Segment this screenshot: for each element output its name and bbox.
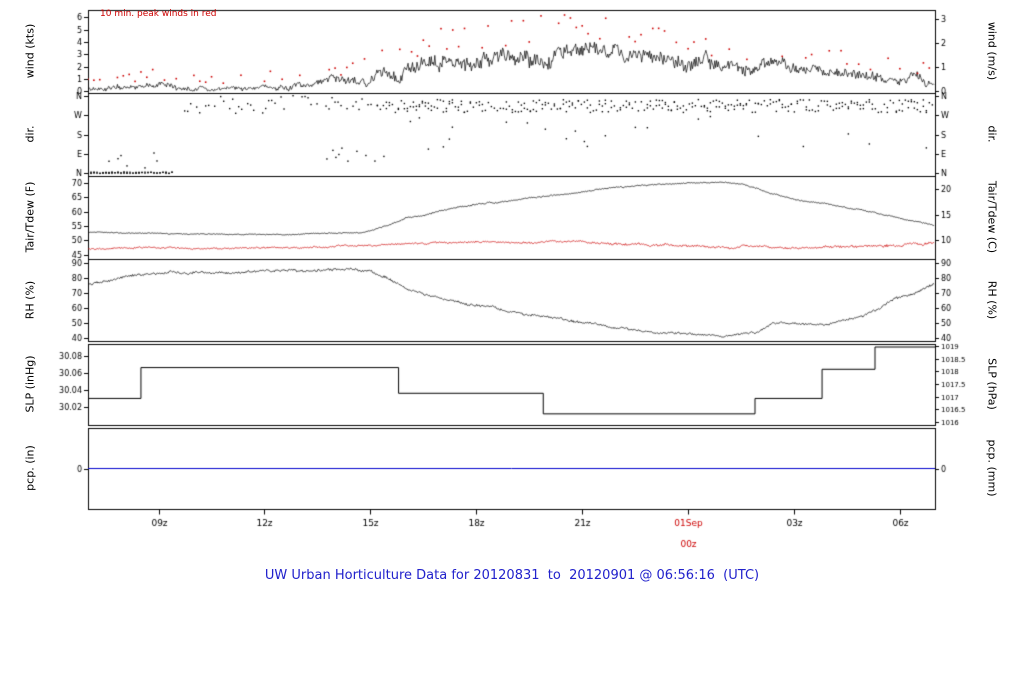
chart-title: UW Urban Horticulture Data for 20120831 … [264, 568, 760, 583]
temp-left-axis-title: Tair/Tdew (F) [23, 181, 37, 253]
peak-winds-note: 10 min. peak winds in red [100, 9, 217, 19]
wind-right-axis-title: wind (m/s) [985, 21, 999, 81]
rh-left-axis-title: RH (%) [23, 280, 37, 320]
slp-left-axis-title: SLP (inHg) [23, 355, 37, 413]
slp-right-axis-title: SLP (hPa) [985, 358, 999, 410]
pcp-left-axis-title: pcp. (in) [23, 445, 37, 491]
rh-right-axis-title: RH (%) [985, 280, 999, 320]
dir-left-axis-title: dir. [23, 125, 37, 143]
pcp-right-axis-title: pcp. (mm) [985, 439, 999, 497]
wind-left-axis-title: wind (kts) [23, 23, 37, 79]
temp-right-axis-title: Tair/Tdew (C) [985, 180, 999, 254]
dir-right-axis-title: dir. [985, 125, 999, 143]
